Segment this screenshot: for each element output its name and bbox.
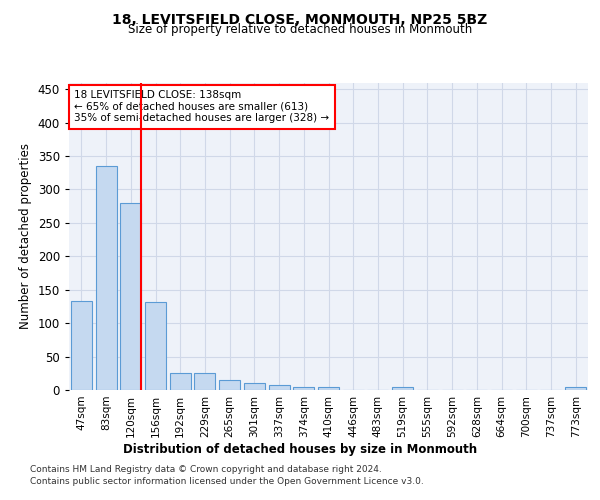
Bar [244, 382, 265, 390]
Bar [293, 386, 314, 390]
Bar [170, 372, 191, 390]
Bar [565, 388, 586, 390]
Text: Contains HM Land Registry data © Crown copyright and database right 2024.: Contains HM Land Registry data © Crown c… [30, 465, 382, 474]
Text: Distribution of detached houses by size in Monmouth: Distribution of detached houses by size … [123, 442, 477, 456]
Bar [120, 203, 141, 390]
Bar [71, 301, 92, 390]
Bar [95, 166, 116, 390]
Bar [269, 386, 290, 390]
Text: 18, LEVITSFIELD CLOSE, MONMOUTH, NP25 5BZ: 18, LEVITSFIELD CLOSE, MONMOUTH, NP25 5B… [112, 12, 488, 26]
Text: Size of property relative to detached houses in Monmouth: Size of property relative to detached ho… [128, 22, 472, 36]
Y-axis label: Number of detached properties: Number of detached properties [19, 143, 32, 329]
Bar [318, 386, 339, 390]
Text: Contains public sector information licensed under the Open Government Licence v3: Contains public sector information licen… [30, 478, 424, 486]
Bar [145, 302, 166, 390]
Bar [392, 388, 413, 390]
Text: 18 LEVITSFIELD CLOSE: 138sqm
← 65% of detached houses are smaller (613)
35% of s: 18 LEVITSFIELD CLOSE: 138sqm ← 65% of de… [74, 90, 329, 124]
Bar [194, 372, 215, 390]
Bar [219, 380, 240, 390]
